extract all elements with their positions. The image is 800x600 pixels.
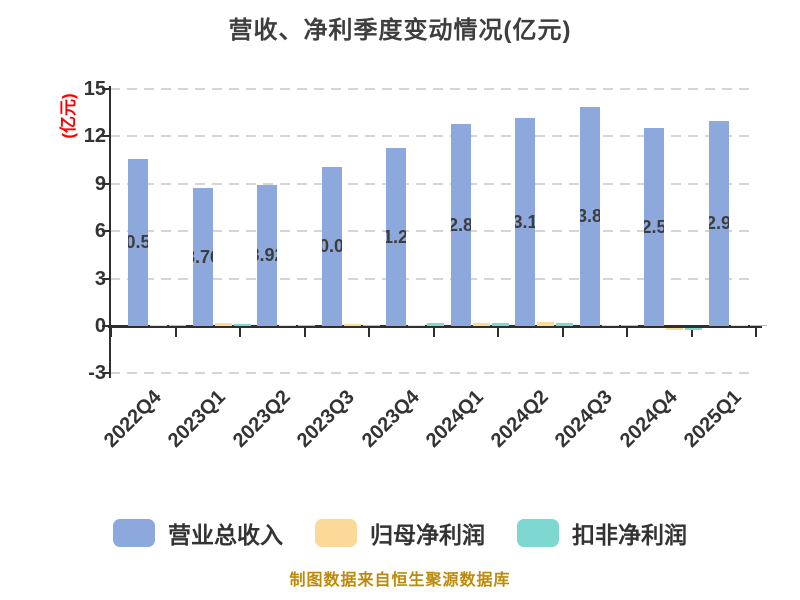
x-tick-label: 2024Q4 — [615, 386, 682, 452]
y-tick-label: 0 — [94, 315, 106, 337]
bar-归母净利润-2025Q1 — [730, 325, 748, 326]
legend-item-扣非净利润: 扣非净利润 — [517, 516, 687, 550]
bar-value-label: 12.97 — [708, 213, 729, 233]
legend-item-营业总收入: 营业总收入 — [113, 516, 283, 550]
bar-营业总收入-2024Q2: 13.16 — [515, 118, 535, 326]
legend-label: 营业总收入 — [168, 522, 283, 548]
y-tick-label: 6 — [94, 220, 106, 243]
bar-营业总收入-2024Q4: 12.52 — [644, 128, 664, 326]
x-tick-label: 2023Q3 — [293, 386, 360, 452]
x-tick-label: 2023Q4 — [357, 386, 424, 452]
bar-扣非净利润-2024Q3 — [620, 325, 638, 326]
x-tick-mark — [626, 328, 628, 337]
bar-扣非净利润-2024Q2 — [556, 323, 573, 326]
bar-扣非净利润-2025Q1 — [749, 325, 767, 326]
bar-归母净利润-2024Q1 — [472, 323, 490, 326]
legend-swatch — [315, 519, 357, 547]
bar-归母净利润-2023Q3 — [343, 324, 361, 326]
y-tick-mark — [102, 135, 110, 138]
x-axis-line — [108, 325, 762, 328]
bar-营业总收入-2023Q1: 8.76 — [192, 188, 213, 326]
bar-扣非净利润-2023Q4 — [427, 323, 444, 326]
bar-value-label: 8.92 — [257, 245, 277, 265]
legend: 营业总收入 归母净利润 扣非净利润 — [0, 516, 800, 550]
bar-营业总收入-2024Q1: 12.81 — [450, 124, 471, 326]
bar-营业总收入-2025Q1: 12.97 — [708, 121, 729, 326]
bar-value-label: 12.52 — [644, 216, 664, 237]
y-axis-line — [109, 86, 111, 378]
x-tick-mark — [368, 328, 370, 337]
bar-归母净利润-2023Q1 — [214, 323, 232, 326]
bar-value-label: 10.07 — [321, 236, 342, 256]
bar-扣非净利润-2024Q4 — [685, 328, 702, 330]
footer-note: 制图数据来自恒生聚源数据库 — [289, 572, 511, 589]
legend-label: 归母净利润 — [370, 522, 485, 548]
bar-扣非净利润-2023Q1 — [233, 324, 251, 326]
y-grid-line — [110, 372, 753, 375]
y-grid-line — [110, 230, 753, 233]
x-tick-label: 2023Q2 — [228, 386, 295, 452]
legend-swatch — [113, 519, 155, 547]
y-tick-label: 9 — [94, 172, 106, 195]
legend-swatch — [517, 519, 559, 547]
y-tick-mark — [102, 88, 110, 90]
y-tick-label: 3 — [94, 267, 106, 290]
chart-title: 营收、净利季度变动情况(亿元) — [228, 17, 572, 44]
bar-扣非净利润-2022Q4 — [169, 325, 186, 326]
bar-营业总收入-2023Q3: 10.07 — [321, 167, 342, 326]
y-tick-label: 12 — [83, 125, 106, 148]
x-tick-label: 2024Q1 — [422, 386, 489, 452]
bar-营业总收入-2023Q2: 8.92 — [257, 185, 277, 326]
y-grid-line — [110, 135, 753, 138]
x-tick-mark — [110, 328, 112, 337]
y-grid-line — [110, 88, 753, 90]
bar-扣非净利润-2023Q2 — [298, 325, 315, 326]
bar-value-label: 13.16 — [515, 211, 535, 232]
bar-value-label: 11.27 — [386, 226, 406, 247]
y-tick-mark — [102, 372, 110, 375]
bar-归母净利润-2023Q4 — [408, 325, 425, 326]
y-tick-label: -3 — [88, 362, 106, 385]
bar-扣非净利润-2023Q3 — [362, 325, 380, 326]
bar-归母净利润-2022Q4 — [150, 325, 167, 326]
x-tick-label: 2024Q3 — [551, 386, 618, 452]
y-grid-line — [110, 277, 753, 280]
y-tick-label: 15 — [83, 78, 106, 100]
bar-营业总收入-2022Q4: 10.56 — [128, 159, 148, 326]
bar-归母净利润-2024Q2 — [537, 322, 554, 326]
x-tick-mark — [561, 328, 564, 337]
x-tick-label: 2022Q4 — [99, 386, 166, 452]
y-tick-mark — [102, 182, 110, 185]
y-tick-mark — [102, 230, 110, 233]
legend-item-归母净利润: 归母净利润 — [315, 516, 485, 550]
x-tick-label: 2023Q1 — [164, 386, 231, 452]
bar-value-label: 8.76 — [193, 246, 213, 267]
x-tick-mark — [174, 328, 177, 337]
x-tick-mark — [432, 328, 435, 337]
bar-营业总收入-2023Q4: 11.27 — [386, 148, 406, 326]
y-tick-mark — [102, 325, 110, 327]
y-tick-mark — [102, 277, 110, 280]
x-tick-mark — [690, 328, 693, 337]
bar-value-label: 13.85 — [579, 206, 600, 226]
bar-营业总收入-2024Q3: 13.85 — [579, 107, 600, 326]
x-tick-mark — [755, 328, 757, 337]
bar-value-label: 10.56 — [128, 232, 148, 252]
bar-归母净利润-2024Q3 — [601, 325, 619, 326]
x-tick-label: 2025Q1 — [680, 386, 747, 452]
bar-扣非净利润-2024Q1 — [491, 323, 509, 326]
y-grid-line — [110, 182, 753, 185]
x-tick-mark — [239, 328, 241, 337]
x-tick-mark — [303, 328, 306, 337]
legend-label: 扣非净利润 — [572, 522, 687, 548]
bar-归母净利润-2023Q2 — [279, 325, 296, 326]
x-tick-mark — [497, 328, 499, 337]
bar-value-label: 12.81 — [450, 214, 471, 235]
x-tick-label: 2024Q2 — [486, 386, 553, 452]
bar-归母净利润-2024Q4 — [666, 328, 683, 330]
